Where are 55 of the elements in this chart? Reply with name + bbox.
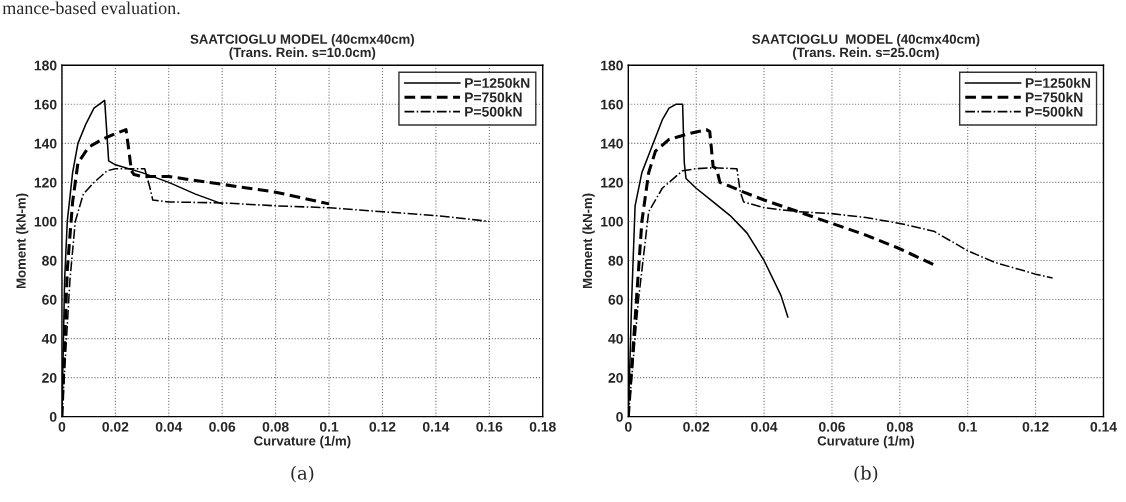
y-tick-label: 60 — [42, 294, 57, 305]
chart-title: SAATCIOGLU MODEL (40cmx40cm) — [752, 34, 980, 47]
x-axis-title: Curvature (1/m) — [254, 435, 351, 449]
text: (a) — [291, 465, 314, 483]
y-tick-label: 120 — [34, 177, 57, 188]
x-tick-label: 0.04 — [155, 421, 183, 432]
y-tick-label: 100 — [34, 216, 57, 227]
text: (b) — [854, 465, 878, 483]
x-tick-label: 0.12 — [369, 421, 396, 432]
y-tick-label: 20 — [608, 372, 623, 383]
y-tick-label: 0 — [616, 411, 623, 422]
y-tick-label: 80 — [608, 255, 623, 266]
y-tick-label: 160 — [34, 99, 57, 110]
y-tick-label: 80 — [42, 255, 57, 266]
y-axis-title: Moment (kN-m) — [582, 193, 595, 289]
x-tick-label: 0.06 — [818, 421, 845, 432]
y-tick-label: 140 — [34, 138, 57, 149]
legend-label: P=500kN — [465, 106, 522, 117]
text: mance-based evaluation. — [2, 1, 180, 15]
x-tick-label: 0.06 — [209, 421, 236, 432]
legend-label: P=500kN — [1025, 106, 1083, 117]
y-tick-label: 100 — [601, 216, 623, 227]
legend-label: P=1250kN — [1025, 77, 1091, 88]
y-tick-label: 60 — [608, 294, 623, 305]
x-tick-label: 0.02 — [102, 421, 129, 432]
x-tick-label: 0.08 — [886, 421, 913, 432]
x-tick-label: 0.04 — [751, 421, 778, 432]
legend-label: P=750kN — [465, 92, 522, 103]
y-axis-title: Moment (kN-m) — [16, 193, 29, 289]
x-tick-label: 0.16 — [476, 421, 503, 432]
legend-label: P=750kN — [1025, 92, 1083, 103]
x-tick-label: 0.02 — [683, 421, 710, 432]
y-tick-label: 20 — [42, 372, 57, 383]
y-tick-label: 120 — [601, 177, 623, 188]
y-tick-label: 40 — [41, 333, 57, 344]
y-tick-label: 0 — [49, 411, 57, 422]
x-tick-label: 0.1 — [319, 421, 339, 432]
x-axis-title: Curvature (1/m) — [817, 435, 914, 449]
x-tick-label: 0.14 — [1090, 421, 1117, 432]
x-tick-label: 0 — [58, 421, 66, 432]
y-tick-label: 140 — [601, 138, 623, 149]
y-tick-label: 180 — [601, 60, 623, 71]
chart-title: SAATCIOGLU MODEL (40cmx40cm) — [190, 34, 414, 47]
chart-subtitle: (Trans. Rein. s=25.0cm) — [793, 47, 939, 60]
legend-label: P=1250kN — [465, 77, 530, 88]
chart-subtitle: (Trans. Rein. s=10.0cm) — [229, 47, 376, 60]
x-tick-label: 0.14 — [422, 421, 450, 432]
x-tick-label: 0.1 — [958, 421, 977, 432]
y-tick-label: 40 — [608, 333, 623, 344]
x-tick-label: 0.08 — [262, 421, 289, 432]
y-tick-label: 160 — [601, 99, 623, 110]
x-tick-label: 0.12 — [1022, 421, 1049, 432]
x-tick-label: 0.18 — [529, 421, 556, 432]
x-tick-label: 0 — [625, 421, 632, 432]
y-tick-label: 180 — [34, 60, 57, 71]
